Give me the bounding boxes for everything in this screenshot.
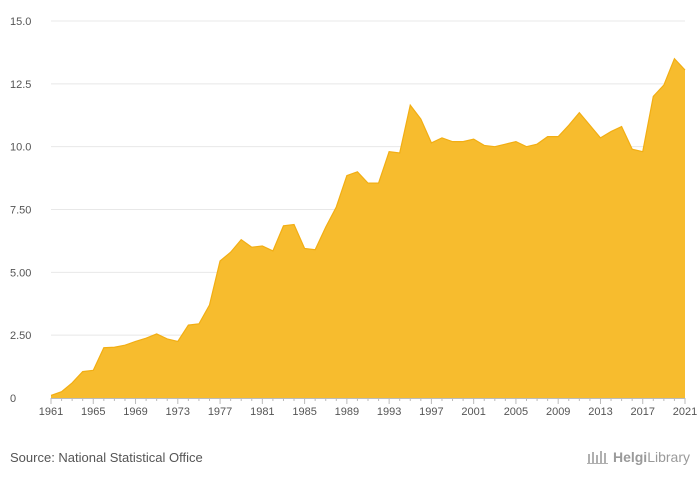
x-tick-label: 1977: [208, 406, 232, 418]
y-tick-label: 5.00: [10, 267, 31, 279]
x-tick-label: 2017: [630, 406, 654, 418]
x-tick-label: 1985: [292, 406, 316, 418]
x-tick-label: 2009: [546, 406, 570, 418]
y-tick-label: 0: [10, 393, 16, 405]
brand-logo: HelgiLibrary: [586, 449, 690, 465]
brand-prefix: Helgi: [612, 449, 648, 465]
y-tick-label: 12.5: [10, 79, 31, 91]
series-line: [50, 57, 686, 397]
x-tick-label: 1981: [250, 406, 274, 418]
x-tick-label: 2013: [588, 406, 612, 418]
x-tick-label: 2001: [461, 406, 485, 418]
x-tick-label: 1993: [377, 406, 401, 418]
y-tick-label: 7.50: [10, 205, 31, 217]
source-note: Source: National Statistical Office: [10, 450, 203, 465]
brand-name: HelgiLibrary: [613, 449, 690, 465]
x-tick-label: 1973: [166, 406, 190, 418]
y-tick-label: 15.0: [10, 16, 31, 28]
x-axis: 1961 1965 1969 1973 1977 1981 1985 1989 1993 1997…: [39, 398, 697, 418]
series-area: [51, 58, 685, 398]
x-tick-label: 1961: [39, 406, 63, 418]
x-tick-label: 1969: [123, 406, 147, 418]
x-tick-label: 2005: [504, 406, 528, 418]
x-tick-label: 2021: [673, 406, 697, 418]
x-tick-label: 1965: [81, 406, 105, 418]
y-tick-label: 10.0: [10, 142, 31, 154]
x-tick-label: 1989: [335, 406, 359, 418]
library-icon: [586, 451, 608, 464]
y-tick-label: 2.50: [10, 330, 31, 342]
brand-suffix: Library: [647, 449, 690, 465]
y-axis: 0 2.50 5.00 7.50 10.0 12.5 15.0: [10, 16, 31, 405]
x-tick-label: 1997: [419, 406, 443, 418]
